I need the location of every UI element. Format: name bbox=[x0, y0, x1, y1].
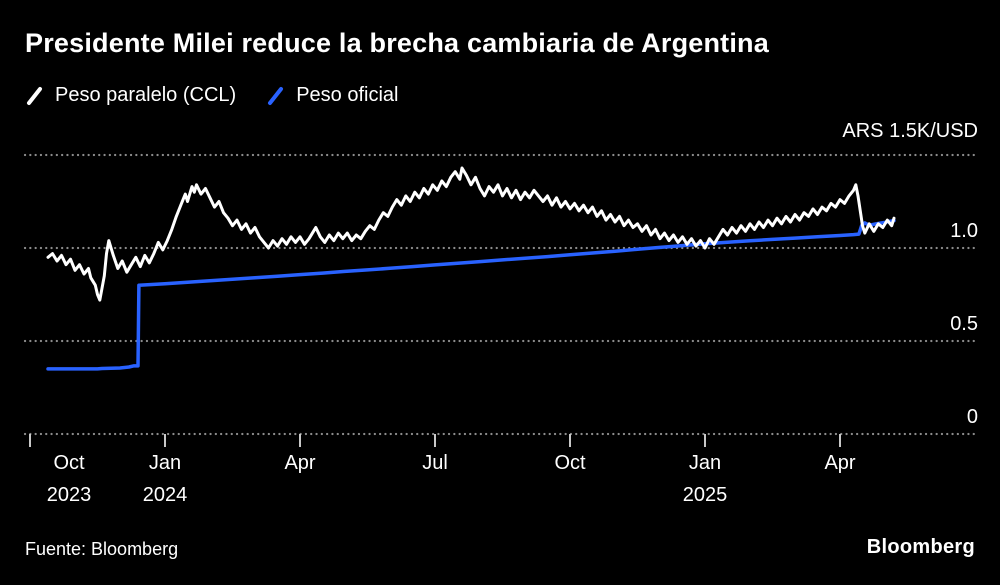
legend-item-peso-paralelo: Peso paralelo (CCL) bbox=[25, 84, 236, 107]
x-axis-year-label: 2024 bbox=[142, 484, 188, 506]
x-axis-label: Apr bbox=[284, 452, 316, 474]
y-axis-label: 0.5 bbox=[950, 313, 978, 335]
x-axis-year-label: 2023 bbox=[46, 484, 92, 506]
source-label: Fuente: Bloomberg bbox=[25, 539, 179, 559]
x-axis-label: Jul bbox=[422, 452, 448, 474]
legend: Peso paralelo (CCL) Peso oficial bbox=[25, 84, 398, 107]
legend-item-peso-oficial: Peso oficial bbox=[266, 84, 398, 107]
bloomberg-logo: Bloomberg bbox=[866, 536, 975, 558]
x-axis-label: Jan bbox=[688, 452, 722, 474]
series-line bbox=[46, 166, 896, 302]
ccl-line-swatch-icon bbox=[27, 86, 42, 105]
y-axis-label: 0 bbox=[966, 406, 978, 428]
oficial-line-swatch-icon bbox=[268, 86, 284, 105]
x-axis-year-label: 2025 bbox=[682, 484, 728, 506]
legend-label-peso-oficial: Peso oficial bbox=[296, 84, 399, 106]
legend-label-peso-paralelo: Peso paralelo (CCL) bbox=[55, 84, 237, 106]
x-axis-label: Apr bbox=[824, 452, 856, 474]
series-line bbox=[46, 218, 896, 371]
chart-title: Presidente Milei reduce la brecha cambia… bbox=[25, 28, 769, 58]
x-axis-label: Oct bbox=[53, 452, 85, 474]
y-axis-unit-label: ARS 1.5K/USD bbox=[842, 120, 978, 142]
y-axis-label: 1.0 bbox=[950, 220, 978, 242]
x-axis-label: Oct bbox=[554, 452, 586, 474]
x-axis-label: Jan bbox=[148, 452, 182, 474]
